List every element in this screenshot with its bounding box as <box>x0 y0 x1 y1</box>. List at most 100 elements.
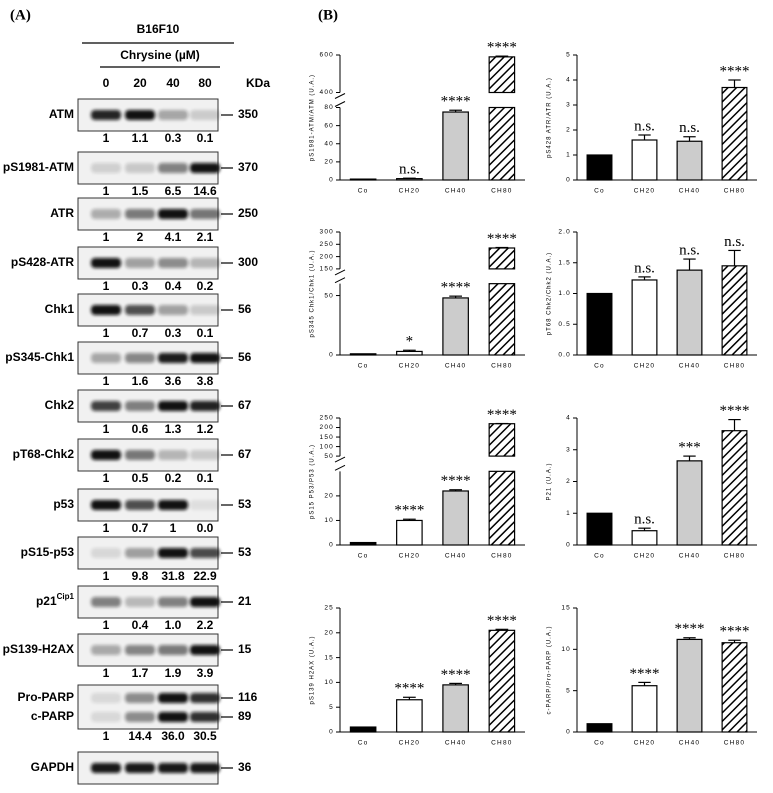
y-tick-label: 4 <box>566 415 571 422</box>
blot-label: pT68-Chk2 <box>13 447 75 461</box>
x-tick-label: Co <box>594 188 605 195</box>
blot-label: Pro-PARP <box>18 690 74 704</box>
band <box>91 597 121 607</box>
dose-label: 20 <box>133 76 147 90</box>
bar <box>586 512 613 546</box>
quantification: 3.9 <box>197 666 214 680</box>
quantification: 0.3 <box>165 326 182 340</box>
y-tick-label: 80 <box>324 104 334 111</box>
band <box>158 401 188 411</box>
y-tick-label: 20 <box>324 630 334 637</box>
bar <box>396 699 423 733</box>
quantification: 1.0 <box>165 618 182 632</box>
quantification: 22.9 <box>193 569 217 583</box>
band <box>125 110 155 120</box>
band <box>91 712 121 722</box>
blot-name: pS345-Chk1 <box>5 350 74 364</box>
y-tick-label: 3 <box>566 446 571 453</box>
quantification: 0.5 <box>132 471 149 485</box>
x-tick-label: CH20 <box>399 740 420 747</box>
y-tick-label: 0.5 <box>558 321 571 328</box>
quantification: 31.8 <box>161 569 185 583</box>
y-tick-label: 10 <box>324 517 334 524</box>
y-tick-label: 100 <box>320 443 334 450</box>
y-tick-label: 1.5 <box>558 259 571 266</box>
band <box>158 305 188 315</box>
quantification: 0.4 <box>132 618 149 632</box>
significance: **** <box>487 231 517 247</box>
dose-label: 80 <box>198 76 212 90</box>
y-tick-label: 50 <box>324 292 334 299</box>
y-tick-label: 150 <box>320 266 334 273</box>
significance: **** <box>675 621 705 637</box>
quantification: 1 <box>103 230 110 244</box>
significance: **** <box>487 407 517 423</box>
quantification: 0.0 <box>197 521 214 535</box>
band <box>91 645 121 655</box>
bar <box>586 292 613 356</box>
quantification: 1 <box>103 521 110 535</box>
quantification: 1 <box>103 471 110 485</box>
blot-name: ATR <box>50 206 74 220</box>
quantification: 3.6 <box>165 374 182 388</box>
quantification: 14.4 <box>128 729 152 743</box>
significance: n.s. <box>724 234 745 250</box>
y-tick-label: 250 <box>320 241 334 248</box>
quantification: 1 <box>103 618 110 632</box>
y-tick-label: 10 <box>324 679 334 686</box>
axis-break <box>334 456 346 463</box>
bar <box>676 269 703 356</box>
blot-name: Chk1 <box>45 302 75 316</box>
quantification: 0.6 <box>132 422 149 436</box>
quantification: 1.6 <box>132 374 149 388</box>
significance: * <box>406 334 414 350</box>
bar <box>488 629 516 733</box>
kda: 56 <box>238 302 252 316</box>
bar <box>676 460 703 546</box>
significance: n.s. <box>634 260 655 276</box>
band <box>125 450 155 460</box>
x-tick-label: Co <box>358 363 369 370</box>
bar <box>721 430 748 546</box>
y-axis-label: P21 (U.A.) <box>547 462 553 500</box>
band <box>190 209 220 219</box>
x-tick-label: CH80 <box>491 363 512 370</box>
y-axis-label: pS428 ATR/ATR (U.A.) <box>547 77 553 158</box>
blot-name: Chk2 <box>45 398 75 412</box>
kda: 67 <box>238 398 252 412</box>
band <box>125 353 155 363</box>
y-axis-label: pS1981-ATM/ATM (U.A.) <box>310 74 316 161</box>
blot-label: c-PARP <box>31 709 74 723</box>
band <box>190 401 220 411</box>
quantification: 0.2 <box>197 279 214 293</box>
band <box>125 548 155 558</box>
kda: 56 <box>238 350 252 364</box>
blot-name: pS15-p53 <box>21 545 75 559</box>
band <box>190 597 220 607</box>
significance: **** <box>630 666 660 682</box>
bar <box>442 684 469 733</box>
quantification: 1 <box>103 569 110 583</box>
y-tick-label: 0 <box>329 352 334 359</box>
significance: **** <box>720 63 750 79</box>
quantification: 0.4 <box>165 279 182 293</box>
band <box>125 500 155 510</box>
bar <box>721 642 748 733</box>
quantification: 36.0 <box>161 729 185 743</box>
y-tick-label: 60 <box>324 122 334 129</box>
band <box>158 163 188 173</box>
kda: 370 <box>238 160 258 174</box>
x-tick-label: CH20 <box>634 188 655 195</box>
x-tick-label: CH40 <box>445 553 466 560</box>
bar <box>586 723 613 733</box>
x-tick-label: CH20 <box>399 553 420 560</box>
quantification: 1 <box>103 131 110 145</box>
y-tick-label: 1 <box>566 152 571 159</box>
band <box>190 712 220 722</box>
quantification: 14.6 <box>193 184 217 198</box>
bar <box>488 423 516 457</box>
significance: **** <box>487 613 517 629</box>
band <box>190 693 220 703</box>
blot-label: pS139-H2AX <box>3 642 74 656</box>
band <box>158 209 188 219</box>
